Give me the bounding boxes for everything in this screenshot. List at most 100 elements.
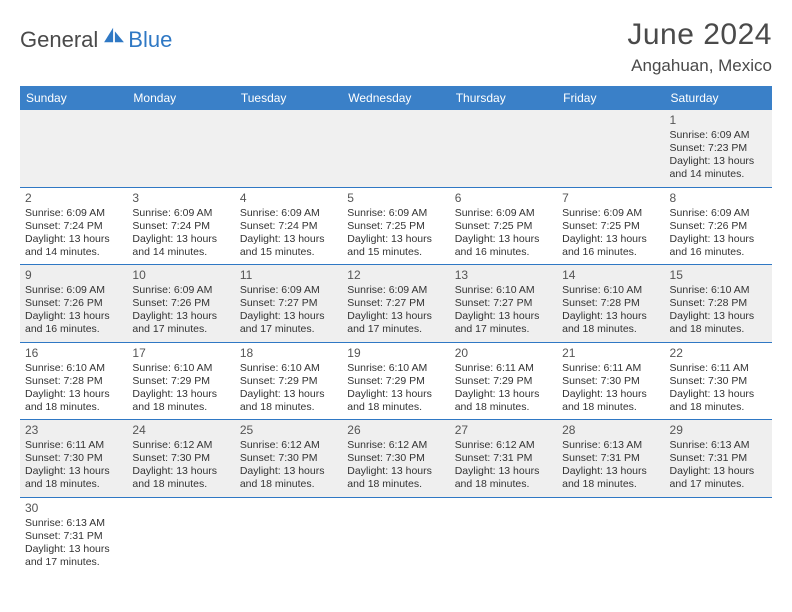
- day-number: 3: [132, 191, 229, 206]
- title-block: June 2024 Angahuan, Mexico: [627, 18, 772, 76]
- daylight-text: Daylight: 13 hours: [240, 388, 337, 401]
- calendar-cell: 20Sunrise: 6:11 AMSunset: 7:29 PMDayligh…: [450, 342, 557, 420]
- sunset-text: Sunset: 7:25 PM: [455, 220, 552, 233]
- day-number: 14: [562, 268, 659, 283]
- sunset-text: Sunset: 7:30 PM: [132, 452, 229, 465]
- brand-logo: General Blue: [20, 18, 172, 54]
- daylight-text: and 18 minutes.: [347, 401, 444, 414]
- sunrise-text: Sunrise: 6:09 AM: [347, 284, 444, 297]
- sunset-text: Sunset: 7:24 PM: [240, 220, 337, 233]
- daylight-text: and 18 minutes.: [562, 478, 659, 491]
- day-number: 19: [347, 346, 444, 361]
- sunset-text: Sunset: 7:27 PM: [347, 297, 444, 310]
- daylight-text: Daylight: 13 hours: [347, 233, 444, 246]
- day-number: 18: [240, 346, 337, 361]
- calendar-cell: 19Sunrise: 6:10 AMSunset: 7:29 PMDayligh…: [342, 342, 449, 420]
- day-number: 2: [25, 191, 122, 206]
- day-number: 29: [670, 423, 767, 438]
- weekday-header-row: Sunday Monday Tuesday Wednesday Thursday…: [20, 86, 772, 110]
- daylight-text: Daylight: 13 hours: [240, 233, 337, 246]
- sunset-text: Sunset: 7:28 PM: [670, 297, 767, 310]
- sunrise-text: Sunrise: 6:09 AM: [455, 207, 552, 220]
- calendar-week-row: 1Sunrise: 6:09 AMSunset: 7:23 PMDaylight…: [20, 110, 772, 187]
- daylight-text: Daylight: 13 hours: [347, 310, 444, 323]
- sunrise-text: Sunrise: 6:09 AM: [670, 207, 767, 220]
- day-number: 24: [132, 423, 229, 438]
- sunrise-text: Sunrise: 6:10 AM: [455, 284, 552, 297]
- day-number: 1: [670, 113, 767, 128]
- calendar-cell: [342, 497, 449, 574]
- calendar-cell: 3Sunrise: 6:09 AMSunset: 7:24 PMDaylight…: [127, 187, 234, 265]
- sunset-text: Sunset: 7:26 PM: [670, 220, 767, 233]
- daylight-text: and 18 minutes.: [562, 323, 659, 336]
- daylight-text: Daylight: 13 hours: [455, 310, 552, 323]
- daylight-text: Daylight: 13 hours: [240, 310, 337, 323]
- daylight-text: and 18 minutes.: [347, 478, 444, 491]
- daylight-text: and 18 minutes.: [562, 401, 659, 414]
- weekday-header: Wednesday: [342, 86, 449, 110]
- calendar-cell: [665, 497, 772, 574]
- day-number: 22: [670, 346, 767, 361]
- daylight-text: and 18 minutes.: [25, 478, 122, 491]
- sunrise-text: Sunrise: 6:13 AM: [670, 439, 767, 452]
- calendar-cell: 30Sunrise: 6:13 AMSunset: 7:31 PMDayligh…: [20, 497, 127, 574]
- sunrise-text: Sunrise: 6:09 AM: [562, 207, 659, 220]
- sunset-text: Sunset: 7:30 PM: [347, 452, 444, 465]
- calendar-cell: [235, 497, 342, 574]
- calendar-cell: 16Sunrise: 6:10 AMSunset: 7:28 PMDayligh…: [20, 342, 127, 420]
- sunset-text: Sunset: 7:30 PM: [240, 452, 337, 465]
- daylight-text: Daylight: 13 hours: [562, 233, 659, 246]
- brand-general: General: [20, 27, 98, 53]
- calendar-cell: 15Sunrise: 6:10 AMSunset: 7:28 PMDayligh…: [665, 265, 772, 343]
- daylight-text: and 17 minutes.: [132, 323, 229, 336]
- sunset-text: Sunset: 7:28 PM: [25, 375, 122, 388]
- calendar-week-row: 16Sunrise: 6:10 AMSunset: 7:28 PMDayligh…: [20, 342, 772, 420]
- weekday-header: Saturday: [665, 86, 772, 110]
- weekday-header: Thursday: [450, 86, 557, 110]
- sunset-text: Sunset: 7:31 PM: [670, 452, 767, 465]
- daylight-text: Daylight: 13 hours: [347, 388, 444, 401]
- sunrise-text: Sunrise: 6:09 AM: [240, 284, 337, 297]
- day-number: 30: [25, 501, 122, 516]
- calendar-cell: 28Sunrise: 6:13 AMSunset: 7:31 PMDayligh…: [557, 420, 664, 498]
- sunrise-text: Sunrise: 6:09 AM: [25, 284, 122, 297]
- daylight-text: Daylight: 13 hours: [347, 465, 444, 478]
- daylight-text: and 16 minutes.: [562, 246, 659, 259]
- sunrise-text: Sunrise: 6:09 AM: [132, 284, 229, 297]
- sunset-text: Sunset: 7:29 PM: [132, 375, 229, 388]
- sunrise-text: Sunrise: 6:09 AM: [670, 129, 767, 142]
- sunset-text: Sunset: 7:23 PM: [670, 142, 767, 155]
- sunrise-text: Sunrise: 6:13 AM: [562, 439, 659, 452]
- calendar-cell: 21Sunrise: 6:11 AMSunset: 7:30 PMDayligh…: [557, 342, 664, 420]
- sunrise-text: Sunrise: 6:09 AM: [347, 207, 444, 220]
- daylight-text: Daylight: 13 hours: [25, 465, 122, 478]
- day-number: 6: [455, 191, 552, 206]
- calendar-cell: [235, 110, 342, 187]
- sunrise-text: Sunrise: 6:11 AM: [25, 439, 122, 452]
- calendar-cell: 25Sunrise: 6:12 AMSunset: 7:30 PMDayligh…: [235, 420, 342, 498]
- sunset-text: Sunset: 7:24 PM: [25, 220, 122, 233]
- daylight-text: and 18 minutes.: [240, 401, 337, 414]
- calendar-cell: 18Sunrise: 6:10 AMSunset: 7:29 PMDayligh…: [235, 342, 342, 420]
- daylight-text: Daylight: 13 hours: [455, 233, 552, 246]
- calendar-cell: 8Sunrise: 6:09 AMSunset: 7:26 PMDaylight…: [665, 187, 772, 265]
- sunset-text: Sunset: 7:30 PM: [25, 452, 122, 465]
- sunset-text: Sunset: 7:27 PM: [240, 297, 337, 310]
- calendar-week-row: 9Sunrise: 6:09 AMSunset: 7:26 PMDaylight…: [20, 265, 772, 343]
- daylight-text: and 16 minutes.: [455, 246, 552, 259]
- calendar-cell: 4Sunrise: 6:09 AMSunset: 7:24 PMDaylight…: [235, 187, 342, 265]
- day-number: 7: [562, 191, 659, 206]
- daylight-text: Daylight: 13 hours: [670, 388, 767, 401]
- calendar-cell: [557, 110, 664, 187]
- daylight-text: and 14 minutes.: [670, 168, 767, 181]
- sunrise-text: Sunrise: 6:11 AM: [670, 362, 767, 375]
- daylight-text: Daylight: 13 hours: [670, 233, 767, 246]
- daylight-text: Daylight: 13 hours: [25, 543, 122, 556]
- sunrise-text: Sunrise: 6:11 AM: [562, 362, 659, 375]
- day-number: 5: [347, 191, 444, 206]
- location-label: Angahuan, Mexico: [627, 56, 772, 76]
- day-number: 9: [25, 268, 122, 283]
- calendar-cell: 1Sunrise: 6:09 AMSunset: 7:23 PMDaylight…: [665, 110, 772, 187]
- day-number: 8: [670, 191, 767, 206]
- daylight-text: and 17 minutes.: [347, 323, 444, 336]
